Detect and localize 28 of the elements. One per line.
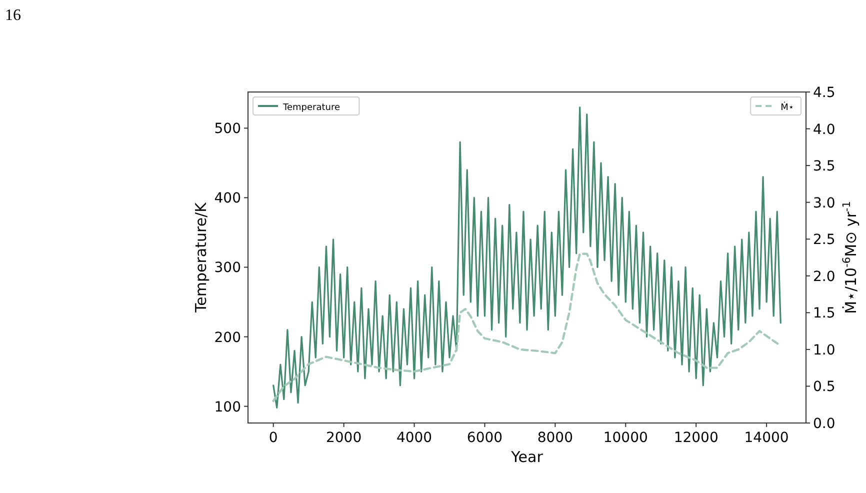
y-tick-label: 100 (214, 399, 241, 416)
x-tick-label: 0 (268, 430, 278, 446)
y2-tick-label: 3.0 (813, 195, 836, 212)
legend-label: Temperature (282, 103, 340, 113)
text: 16 (5, 7, 21, 24)
y-axis-title: Temperature/K (192, 201, 210, 314)
x-tick-label: 10000 (603, 430, 648, 446)
y2-tick-label: 3.5 (813, 158, 836, 175)
y-tick-label: 300 (214, 260, 241, 276)
x-axis-title: Year (510, 448, 544, 466)
x-tick-label: 8000 (537, 430, 573, 446)
y2-tick-label: 2.5 (813, 232, 836, 248)
y2-tick-label: 1.5 (813, 306, 836, 322)
y-tick-label: 400 (214, 190, 241, 207)
y2-tick-label: 2.0 (813, 268, 836, 285)
x-tick-label: 14000 (744, 430, 789, 446)
legend-label: Ṁ⋆ (780, 101, 794, 113)
x-tick-label: 2000 (326, 430, 362, 446)
x-tick-label: 6000 (466, 430, 503, 446)
y-tick-label: 200 (214, 330, 241, 346)
y2-tick-label: 4.5 (813, 85, 836, 101)
y2-tick-label: 0.5 (813, 379, 836, 396)
x-tick-label: 4000 (396, 430, 432, 446)
x-tick-label: 12000 (674, 430, 718, 446)
y2-tick-label: 1.0 (813, 342, 836, 358)
y2-tick-label: 0.0 (813, 416, 836, 432)
y2-tick-label: 4.0 (813, 122, 836, 138)
y-tick-label: 500 (214, 121, 241, 138)
